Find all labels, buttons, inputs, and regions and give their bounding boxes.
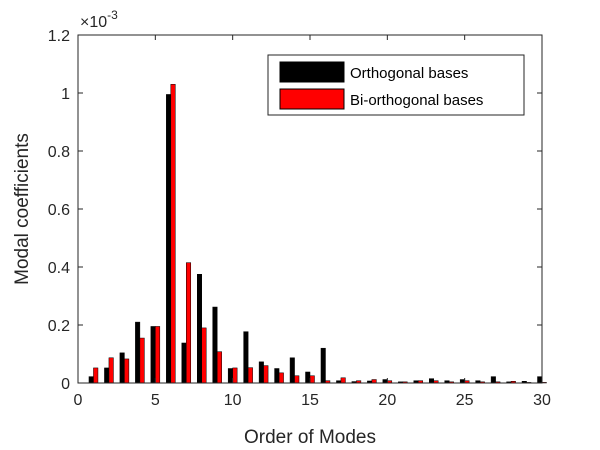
bar-orthogonal-mode-27 — [490, 376, 496, 384]
bar-bi-orthogonal-mode-4 — [139, 337, 145, 384]
x-tick-label-10: 10 — [224, 392, 242, 409]
bar-orthogonal-mode-4 — [135, 321, 141, 384]
legend-swatch-orthogonal — [279, 61, 345, 83]
legend-label-bi-orthogonal: Bi-orthogonal bases — [350, 92, 483, 109]
bar-orthogonal-mode-15 — [305, 371, 311, 384]
legend-label-orthogonal: Orthogonal bases — [350, 65, 468, 82]
bar-orthogonal-mode-6 — [166, 94, 172, 384]
y-tick-label-0: 0 — [61, 376, 70, 393]
plot-frame — [77, 34, 543, 384]
bar-orthogonal-mode-10 — [227, 368, 233, 384]
x-tick-label-5: 5 — [151, 392, 160, 409]
bar-bi-orthogonal-mode-12 — [263, 365, 269, 384]
y-tick-label-1: 0.2 — [48, 318, 70, 335]
bar-bi-orthogonal-mode-6 — [170, 84, 176, 384]
legend: Orthogonal bases Bi-orthogonal bases — [267, 54, 525, 116]
bar-bi-orthogonal-mode-2 — [108, 357, 114, 384]
bar-orthogonal-mode-3 — [119, 352, 125, 384]
y-tick-label-2: 0.4 — [48, 260, 70, 277]
bar-orthogonal-mode-12 — [258, 361, 264, 384]
y-tick-label-3: 0.6 — [48, 202, 70, 219]
bar-bi-orthogonal-mode-19 — [371, 379, 377, 384]
bar-orthogonal-mode-14 — [289, 357, 295, 384]
bar-bi-orthogonal-mode-13 — [278, 372, 284, 384]
bar-orthogonal-mode-1 — [88, 376, 94, 384]
bar-bi-orthogonal-mode-10 — [232, 367, 238, 384]
x-tick-label-20: 20 — [378, 392, 396, 409]
y-tick-label-5: 1 — [61, 86, 70, 103]
bar-orthogonal-mode-2 — [104, 367, 110, 384]
y-tick-label-4: 0.8 — [48, 144, 70, 161]
bar-orthogonal-mode-5 — [150, 326, 156, 384]
bar-bi-orthogonal-mode-7 — [186, 262, 192, 384]
y-axis-title: Modal coefficients — [12, 133, 33, 285]
x-tick-label-0: 0 — [74, 392, 83, 409]
bar-bi-orthogonal-mode-15 — [309, 375, 315, 384]
bar-bi-orthogonal-mode-8 — [201, 327, 207, 384]
x-tick-label-25: 25 — [456, 392, 474, 409]
bar-bi-orthogonal-mode-11 — [247, 367, 253, 384]
bar-orthogonal-mode-8 — [197, 274, 202, 384]
y-tick-label-6: 1.2 — [48, 28, 70, 45]
bar-orthogonal-mode-7 — [181, 342, 187, 384]
bar-orthogonal-mode-13 — [274, 368, 280, 384]
bar-bi-orthogonal-mode-5 — [155, 326, 161, 384]
bar-bi-orthogonal-mode-30 — [541, 382, 547, 384]
x-tick-label-15: 15 — [301, 392, 319, 409]
bar-bi-orthogonal-mode-9 — [216, 351, 222, 384]
bar-orthogonal-mode-23 — [429, 378, 434, 384]
y-exponent-label: ×10-3 — [80, 8, 118, 31]
legend-swatch-bi-orthogonal — [279, 88, 345, 110]
x-tick-label-30: 30 — [533, 392, 551, 409]
bar-orthogonal-mode-16 — [320, 347, 326, 384]
bar-orthogonal-mode-25 — [459, 379, 465, 384]
bar-bi-orthogonal-mode-3 — [124, 358, 130, 384]
bar-orthogonal-mode-11 — [243, 331, 249, 384]
bar-bi-orthogonal-mode-1 — [93, 367, 99, 384]
bar-bi-orthogonal-mode-14 — [294, 375, 300, 384]
bar-orthogonal-mode-9 — [212, 306, 218, 384]
bar-bi-orthogonal-mode-17 — [340, 377, 346, 384]
bar-orthogonal-mode-20 — [382, 379, 388, 384]
x-axis-title: Order of Modes — [244, 427, 376, 448]
bar-orthogonal-mode-30 — [537, 376, 543, 384]
